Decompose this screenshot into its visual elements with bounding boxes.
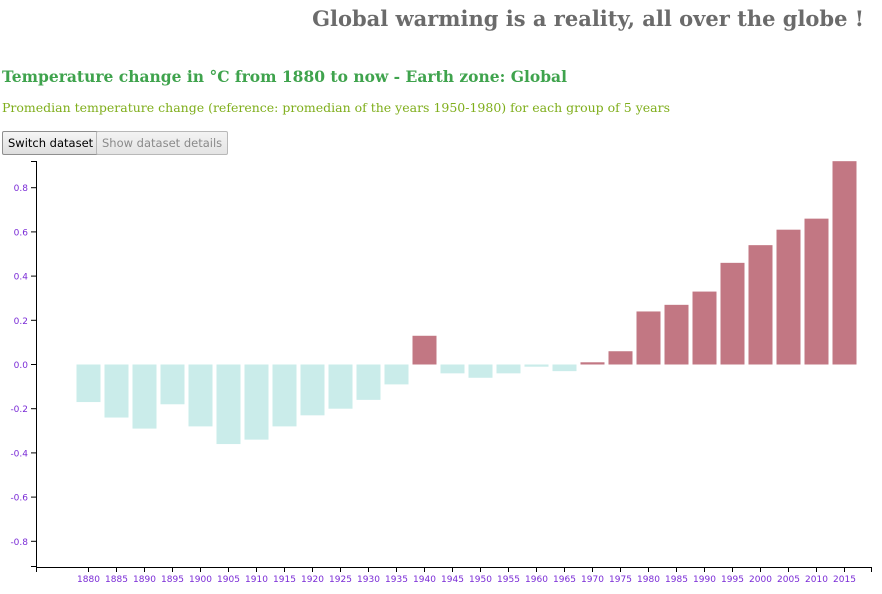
bar-1890[interactable] <box>132 364 157 429</box>
y-tick-label: 0.8 <box>14 184 29 194</box>
bar-1930[interactable] <box>356 364 381 400</box>
bar-1980[interactable] <box>636 311 661 365</box>
bar-1905[interactable] <box>216 364 241 445</box>
x-tick-label: 1995 <box>721 575 744 585</box>
bar-1915[interactable] <box>272 364 297 427</box>
x-tick-label: 2015 <box>833 575 856 585</box>
x-tick-label: 1890 <box>133 575 156 585</box>
x-tick-label: 1920 <box>301 575 324 585</box>
bar-1960[interactable] <box>524 364 549 367</box>
x-tick-label: 1965 <box>553 575 576 585</box>
y-tick-label: 0.2 <box>14 317 28 327</box>
y-tick-label: 0.6 <box>14 228 29 238</box>
x-tick-label: 1945 <box>441 575 464 585</box>
bar-1910[interactable] <box>244 364 269 440</box>
bar-1880[interactable] <box>76 364 101 403</box>
bar-1985[interactable] <box>664 304 689 365</box>
x-tick-label: 1900 <box>189 575 212 585</box>
x-tick-label: 1950 <box>469 575 492 585</box>
x-tick-label: 1915 <box>273 575 296 585</box>
bar-1945[interactable] <box>440 364 465 374</box>
bar-1975[interactable] <box>608 351 633 365</box>
bar-1955[interactable] <box>496 364 521 374</box>
x-tick-label: 2010 <box>805 575 828 585</box>
bar-1885[interactable] <box>104 364 129 418</box>
x-tick-label: 1970 <box>581 575 604 585</box>
x-tick-label: 1885 <box>105 575 128 585</box>
bar-1895[interactable] <box>160 364 185 405</box>
bar-1965[interactable] <box>552 364 577 372</box>
x-tick-label: 1925 <box>329 575 352 585</box>
x-tick-label: 1905 <box>217 575 240 585</box>
bar-2000[interactable] <box>748 245 773 365</box>
bar-1935[interactable] <box>384 364 409 385</box>
x-tick-label: 1980 <box>637 575 660 585</box>
x-tick-label: 1990 <box>693 575 716 585</box>
bar-1900[interactable] <box>188 364 213 427</box>
x-tick-label: 1935 <box>385 575 408 585</box>
bars <box>76 161 857 445</box>
chart-subtitle: Temperature change in °C from 1880 to no… <box>2 67 567 86</box>
x-tick-label: 1880 <box>77 575 100 585</box>
bar-1970[interactable] <box>580 362 605 365</box>
bar-1920[interactable] <box>300 364 325 416</box>
y-tick-label: -0.8 <box>10 538 28 548</box>
x-tick-label: 1930 <box>357 575 380 585</box>
bar-2005[interactable] <box>776 229 801 365</box>
bar-2010[interactable] <box>804 218 829 365</box>
bar-1995[interactable] <box>720 262 745 365</box>
x-tick-label: 1960 <box>525 575 548 585</box>
bar-2015[interactable] <box>832 161 857 365</box>
x-tick-label: 2000 <box>749 575 772 585</box>
chart-description: Promedian temperature change (reference:… <box>2 100 670 115</box>
y-tick-label: 0.0 <box>14 361 29 371</box>
x-tick-label: 1940 <box>413 575 436 585</box>
bar-1940[interactable] <box>412 335 437 365</box>
x-tick-label: 2005 <box>777 575 800 585</box>
page-title: Global warming is a reality, all over th… <box>312 6 864 31</box>
y-tick-label: -0.2 <box>10 405 28 415</box>
bar-1990[interactable] <box>692 291 717 365</box>
show-dataset-details-button[interactable]: Show dataset details <box>96 131 229 155</box>
x-tick-label: 1985 <box>665 575 688 585</box>
switch-dataset-button[interactable]: Switch dataset <box>2 131 100 155</box>
x-tick-label: 1910 <box>245 575 268 585</box>
y-tick-label: -0.6 <box>10 494 28 504</box>
x-tick-label: 1975 <box>609 575 632 585</box>
y-tick-label: -0.4 <box>10 449 28 459</box>
x-axis: 1880 1885 1890 1895 1900 1905 1910 1915 1920 1925… <box>36 567 872 585</box>
bar-1950[interactable] <box>468 364 493 378</box>
y-axis: -0.8 -0.6 -0.4 -0.2 0.0 0.2 0.4 0.6 0.8 <box>10 161 37 567</box>
bar-1925[interactable] <box>328 364 353 409</box>
y-tick-label: 0.4 <box>14 273 29 283</box>
x-tick-label: 1955 <box>497 575 520 585</box>
x-tick-label: 1895 <box>161 575 184 585</box>
